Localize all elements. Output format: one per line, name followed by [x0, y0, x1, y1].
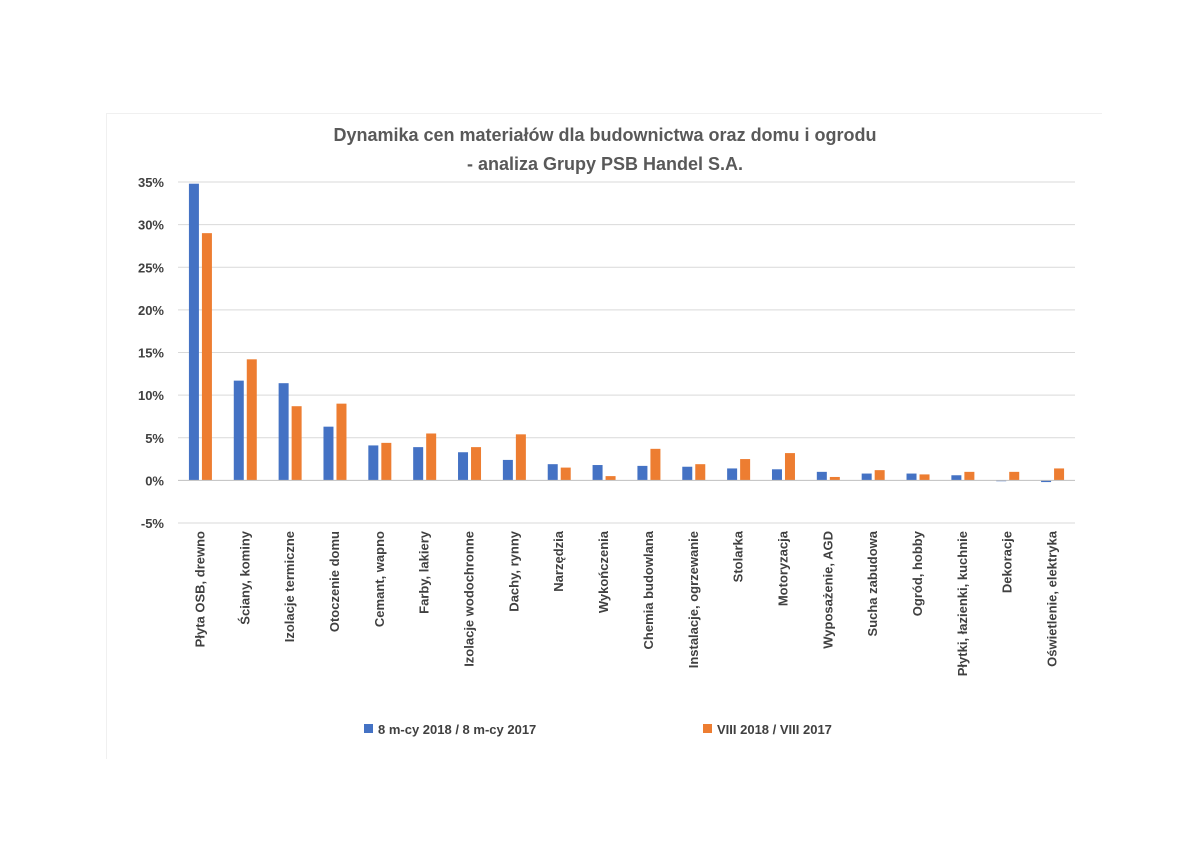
bar-series-2	[874, 470, 885, 481]
bar-series-2	[829, 476, 840, 481]
bar-series-1	[458, 452, 469, 481]
x-category-label: Instalacje, ogrzewanie	[686, 531, 701, 668]
bar-series-2	[919, 474, 930, 481]
y-tick-label: 10%	[138, 388, 164, 403]
bar-series-2	[201, 233, 212, 481]
bar-series-1	[368, 445, 379, 481]
bar-series-2	[336, 403, 347, 481]
bar-series-2	[381, 442, 392, 481]
y-tick-label: 35%	[138, 175, 164, 190]
chart-title-line-1: Dynamika cen materiałów dla budownictwa …	[333, 125, 876, 145]
x-category-label: Płyta OSB, drewno	[192, 531, 207, 647]
bar-series-2	[246, 359, 257, 481]
y-tick-label: 20%	[138, 303, 164, 318]
bar-series-1	[816, 471, 827, 481]
bar-series-1	[771, 469, 782, 481]
bar-series-1	[951, 475, 962, 481]
x-category-label: Izolacje termiczne	[282, 531, 297, 642]
x-category-label: Otoczenie domu	[327, 531, 342, 632]
legend-label-series-1: 8 m-cy 2018 / 8 m-cy 2017	[378, 722, 536, 737]
bar-series-1	[413, 447, 424, 481]
x-category-label: Izolacje wodochronne	[462, 531, 477, 667]
bar-series-1	[1041, 480, 1052, 483]
bar-series-2	[426, 433, 437, 481]
y-tick-label: -5%	[141, 516, 165, 531]
bars	[188, 183, 1065, 483]
bar-series-2	[695, 464, 706, 481]
x-axis-category-labels: Płyta OSB, drewno Ściany, kominy Izolacje …	[192, 530, 1059, 676]
y-tick-label: 30%	[138, 218, 164, 233]
bar-series-1	[592, 465, 603, 481]
bar-series-2	[964, 471, 975, 481]
bar-series-1	[727, 468, 738, 481]
bar-series-2	[1054, 468, 1065, 481]
bar-series-1	[502, 459, 513, 481]
bar-series-1	[906, 473, 917, 481]
x-category-label: Wyposażenie, AGD	[820, 531, 835, 649]
y-tick-label: 0%	[145, 473, 164, 488]
bar-series-2	[1009, 471, 1020, 481]
bar-series-1	[547, 464, 558, 481]
chart-title-line-2: - analiza Grupy PSB Handel S.A.	[467, 154, 743, 174]
bar-series-2	[740, 459, 751, 481]
y-tick-label: 25%	[138, 260, 164, 275]
bar-series-1	[861, 473, 872, 481]
x-category-label: Narzędzia	[551, 530, 566, 591]
y-tick-label: 15%	[138, 346, 164, 361]
x-category-label: Dekoracje	[1000, 531, 1015, 593]
legend-swatch-series-1	[364, 724, 373, 733]
x-category-label: Oświetlenie, elektryka	[1045, 530, 1060, 667]
bar-series-2	[605, 476, 616, 481]
x-category-label: Farby, lakiery	[417, 530, 432, 614]
x-category-label: Stolarka	[731, 530, 746, 582]
bar-series-1	[233, 380, 244, 481]
y-axis-tick-labels: 35% 30% 25% 20% 15% 10% 5% 0% -5%	[138, 175, 164, 531]
bar-series-1	[637, 465, 648, 481]
x-category-label: Ogród, hobby	[910, 530, 925, 616]
x-category-label: Cemant, wapno	[372, 531, 387, 627]
x-category-label: Sucha zabudowa	[865, 530, 880, 636]
x-category-label: Płytki, łazienki, kuchnie	[955, 531, 970, 676]
x-category-label: Ściany, kominy	[237, 530, 252, 624]
x-category-label: Wykończenia	[596, 530, 611, 613]
chart-title: Dynamika cen materiałów dla budownictwa …	[333, 125, 876, 174]
x-category-label: Motoryzacja	[775, 530, 790, 606]
x-category-label: Dachy, rynny	[506, 530, 521, 611]
bar-series-2	[560, 467, 571, 481]
legend-swatch-series-2	[703, 724, 712, 733]
bar-series-2	[650, 448, 661, 481]
bar-series-2	[291, 406, 302, 481]
x-category-label: Chemia budowlana	[641, 530, 656, 649]
bar-series-2	[471, 447, 482, 481]
bar-series-2	[784, 453, 795, 481]
bar-series-1	[188, 183, 199, 481]
legend: 8 m-cy 2018 / 8 m-cy 2017 VIII 2018 / VI…	[364, 722, 832, 737]
legend-label-series-2: VIII 2018 / VIII 2017	[717, 722, 832, 737]
bar-series-1	[323, 426, 334, 481]
bar-series-2	[515, 434, 526, 481]
bar-series-1	[682, 466, 693, 481]
bar-series-1	[278, 383, 289, 481]
y-tick-label: 5%	[145, 431, 164, 446]
chart-area	[106, 113, 1102, 759]
gridlines	[178, 181, 1075, 524]
